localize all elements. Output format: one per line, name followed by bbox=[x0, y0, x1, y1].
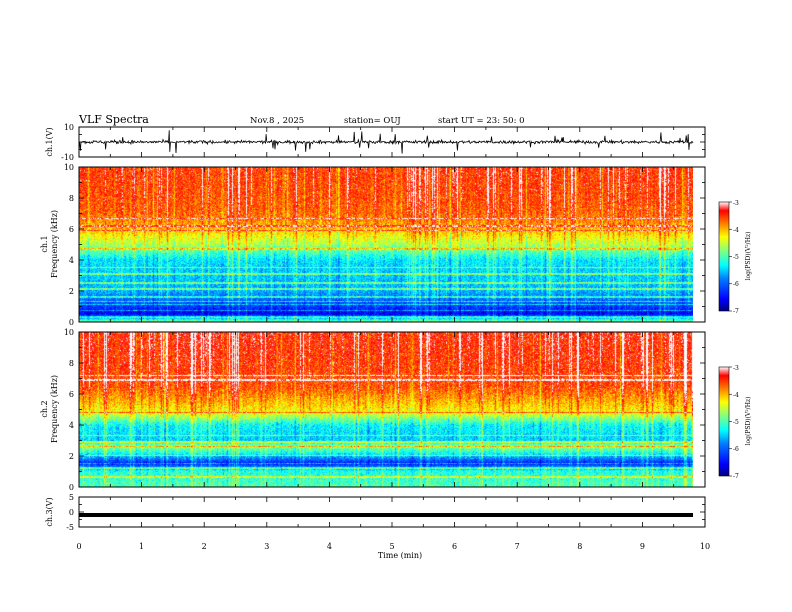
xtick-1: 1 bbox=[139, 542, 144, 551]
xtick-2: 2 bbox=[202, 542, 207, 551]
ytick-ch2spec-2: 2 bbox=[69, 452, 74, 461]
cbar1-label: log(PSD)(V²/Hz) bbox=[745, 232, 752, 281]
cbar2-tick-m7: -7 bbox=[733, 473, 739, 480]
colorbar-ticks bbox=[729, 201, 732, 477]
cbar2-tick-m6: -6 bbox=[733, 446, 739, 453]
ytick-ch1wave-top: 10 bbox=[64, 123, 74, 132]
header-date: Nov.8 , 2025 bbox=[250, 116, 304, 126]
ch1-waveform-trace bbox=[78, 130, 694, 154]
ylabel-ch1-spec: ch.1 bbox=[40, 235, 49, 252]
cbar2-label: log(PSD)(V²/Hz) bbox=[745, 397, 752, 446]
cbar1-tick-m6: -6 bbox=[733, 281, 739, 288]
xtick-0: 0 bbox=[76, 542, 81, 551]
xtick-9: 9 bbox=[640, 542, 645, 551]
colorbar-ch2 bbox=[718, 366, 730, 477]
xtick-4: 4 bbox=[327, 542, 332, 551]
cbar1-tick-m4: -4 bbox=[733, 227, 739, 234]
ylabel-ch2-freq: Frequency (kHz) bbox=[50, 375, 59, 443]
cbar2-tick-m4: -4 bbox=[733, 392, 739, 399]
cbar2-tick-m5: -5 bbox=[733, 419, 739, 426]
ytick-ch3wave-top: 5 bbox=[69, 493, 74, 502]
xtick-10: 10 bbox=[700, 542, 710, 551]
cbar1-tick-m7: -7 bbox=[733, 308, 739, 315]
cbar2-tick-m3: -3 bbox=[733, 365, 739, 372]
ytick-ch3wave-bottom: -5 bbox=[66, 523, 74, 532]
chart-title: VLF Spectra bbox=[78, 113, 149, 126]
ylabel-ch3-wave: ch.3(V) bbox=[45, 497, 54, 526]
ch1-waveform-line bbox=[78, 130, 694, 154]
cbar1-tick-m5: -5 bbox=[733, 254, 739, 261]
axis-ticks bbox=[78, 126, 706, 528]
ytick-ch1spec-6: 6 bbox=[69, 225, 74, 234]
ytick-ch2spec-6: 6 bbox=[69, 390, 74, 399]
ytick-ch2spec-8: 8 bbox=[69, 359, 74, 368]
ytick-ch2spec-4: 4 bbox=[69, 421, 74, 430]
ylabel-ch1-wave: ch.1(V) bbox=[45, 127, 54, 156]
ytick-ch1wave-bottom: -10 bbox=[61, 153, 74, 162]
ylabel-ch2-spec: ch.2 bbox=[40, 400, 49, 417]
ytick-ch1spec-0: 0 bbox=[69, 318, 74, 327]
xtick-8: 8 bbox=[577, 542, 582, 551]
ytick-ch1spec-8: 8 bbox=[69, 194, 74, 203]
ylabel-ch1-freq: Frequency (kHz) bbox=[50, 210, 59, 278]
ytick-ch3wave-mid: 0 bbox=[69, 508, 74, 517]
ytick-ch1spec-2: 2 bbox=[69, 287, 74, 296]
ytick-ch1spec-10: 10 bbox=[64, 163, 74, 172]
cbar1-tick-m3: -3 bbox=[733, 200, 739, 207]
header-station: station= OUJ bbox=[344, 116, 401, 126]
xtick-7: 7 bbox=[515, 542, 520, 551]
ytick-ch2spec-0: 0 bbox=[69, 483, 74, 492]
ch1-spectrogram-image bbox=[79, 167, 693, 322]
header-start-time: start UT = 23: 50: 0 bbox=[438, 116, 525, 126]
xtick-6: 6 bbox=[452, 542, 457, 551]
xaxis-label: Time (min) bbox=[378, 551, 422, 560]
xtick-5: 5 bbox=[389, 542, 394, 551]
xtick-3: 3 bbox=[264, 542, 269, 551]
ch2-spectrogram-image bbox=[79, 332, 693, 487]
ytick-ch1spec-4: 4 bbox=[69, 256, 74, 265]
colorbar-ch1 bbox=[718, 201, 730, 312]
ytick-ch2spec-10: 10 bbox=[64, 328, 74, 337]
